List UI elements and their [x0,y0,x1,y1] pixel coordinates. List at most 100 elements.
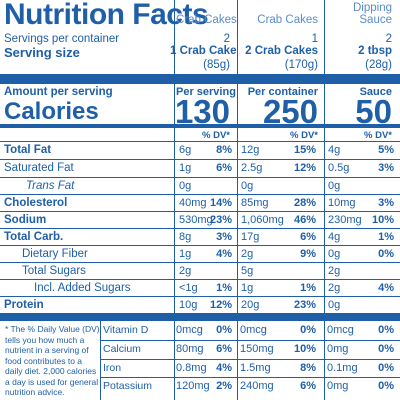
dv-header-3: % DV* [364,130,392,141]
column-name-1: Crab Cakes [176,14,237,26]
nutrient-label: Protein [4,299,44,311]
nutrient-daily-value: 5% [378,144,394,156]
nutrient-label: Total Fat [4,144,52,156]
vitamin-daily-value: 2% [216,380,232,392]
column-grams-3: (28g) [365,59,392,71]
vitamin-amount: 0.1mg [327,362,358,374]
nutrient-amount: 4g [328,144,341,156]
row-separator [0,177,400,178]
column-servings-2: 1 [311,33,318,45]
vitamin-daily-value: 6% [216,343,232,355]
nutrient-label: Cholesterol [4,197,68,209]
vitamin-daily-value: 10% [293,343,316,355]
nutrient-daily-value: 3% [378,162,394,174]
vitamin-daily-value: 0% [378,380,394,392]
vitamin-amount: 0mcg [176,324,203,336]
vitamin-separator [100,377,400,378]
row-separator [0,194,400,195]
nutrient-amount: 1g [179,162,192,174]
vitamin-amount: 120mg [176,380,210,392]
nutrient-amount: 4g [328,231,341,243]
vitamin-daily-value: 0% [378,343,394,355]
vitamin-daily-value: 0% [216,324,232,336]
nutrient-amount: 1g [241,282,254,294]
amount-per-serving-label: Amount per serving [4,86,113,98]
nutrient-amount: 0g [241,180,254,192]
column-servings-1: 2 [223,33,230,45]
nutrient-amount: 20g [241,299,260,311]
nutrient-label: Total Carb. [4,231,64,243]
column-separator-2 [237,0,238,400]
nutrient-amount: 2.5g [241,162,263,174]
nutrient-amount: 10g [179,299,198,311]
vitamin-amount: 0mg [327,343,349,355]
vitamin-separator [100,359,400,360]
column-size-1: 1 Crab Cake [170,45,237,57]
row-separator [0,245,400,246]
nutrient-amount: 0g [328,299,341,311]
vitamin-amount: 80mg [176,343,204,355]
nutrient-daily-value: 0% [378,248,394,260]
column-name-2: Crab Cakes [257,14,318,26]
nutrient-amount: <1g [179,282,198,294]
vitamin-amount: 0mcg [240,324,267,336]
nutrient-daily-value: 1% [300,282,316,294]
nutrient-daily-value: 28% [293,197,316,209]
nutrient-amount: 12g [241,144,260,156]
medium-divider-1 [0,124,400,128]
calories-value-1: 130 [174,93,230,130]
nutrient-daily-value: 3% [216,231,232,243]
nutrient-amount: 230mg [328,214,362,226]
nutrient-daily-value: 12% [210,299,233,311]
vitamin-daily-value: 0% [378,324,394,336]
nutrient-daily-value: 1% [216,282,232,294]
nutrient-amount: 0g [328,248,341,260]
column-name-3: Dipping Sauce [353,2,392,26]
nutrient-label: Trans Fat [26,180,75,192]
calories-value-2: 250 [262,93,318,130]
footnote-separator [100,321,101,400]
nutrient-daily-value: 23% [293,299,316,311]
column-size-2: 2 Crab Cakes [245,45,318,57]
nutrient-amount: 0.5g [328,162,350,174]
nutrient-amount: 2g [179,265,192,277]
column-per-2: Per container [247,86,318,98]
vitamin-amount: 150mg [240,343,274,355]
nutrient-amount: 17g [241,231,260,243]
nutrient-amount: 2g [328,265,341,277]
nutrient-daily-value: 46% [293,214,316,226]
vitamin-amount: 240mg [240,380,274,392]
calories-label: Calories [4,98,99,125]
row-separator [0,228,400,229]
vitamin-daily-value: 6% [300,380,316,392]
vitamin-daily-value: 0% [300,324,316,336]
nutrient-amount: 40mg [179,197,207,209]
nutrient-daily-value: 3% [378,197,394,209]
nutrient-daily-value: 23% [210,214,233,226]
vitamin-separator [100,340,400,341]
nutrient-daily-value: 4% [378,282,394,294]
nutrient-daily-value: 1% [378,231,394,243]
nutrient-label: Total Sugars [22,265,86,277]
row-separator [0,211,400,212]
vitamin-daily-value: 0% [378,362,394,374]
column-per-1: Per serving [176,86,236,98]
thick-divider-2 [0,313,400,321]
nutrient-amount: 5g [241,265,254,277]
nutrient-daily-value: 4% [216,248,232,260]
column-grams-2: (170g) [284,59,318,71]
calories-value-3: 50 [355,93,392,130]
row-separator [0,141,400,142]
vitamin-amount: 0mcg [327,324,354,336]
column-grams-1: (85g) [203,59,230,71]
nutrient-amount: 2g [328,282,341,294]
vitamin-amount: 1.5mg [240,362,271,374]
column-size-3: 2 tbsp [358,45,392,57]
dv-header-2: % DV* [290,130,318,141]
nutrient-daily-value: 10% [371,214,394,226]
row-separator [0,262,400,263]
nutrient-daily-value: 15% [293,144,316,156]
nutrient-daily-value: 6% [300,231,316,243]
row-separator [0,159,400,160]
nutrient-daily-value: 6% [216,162,232,174]
